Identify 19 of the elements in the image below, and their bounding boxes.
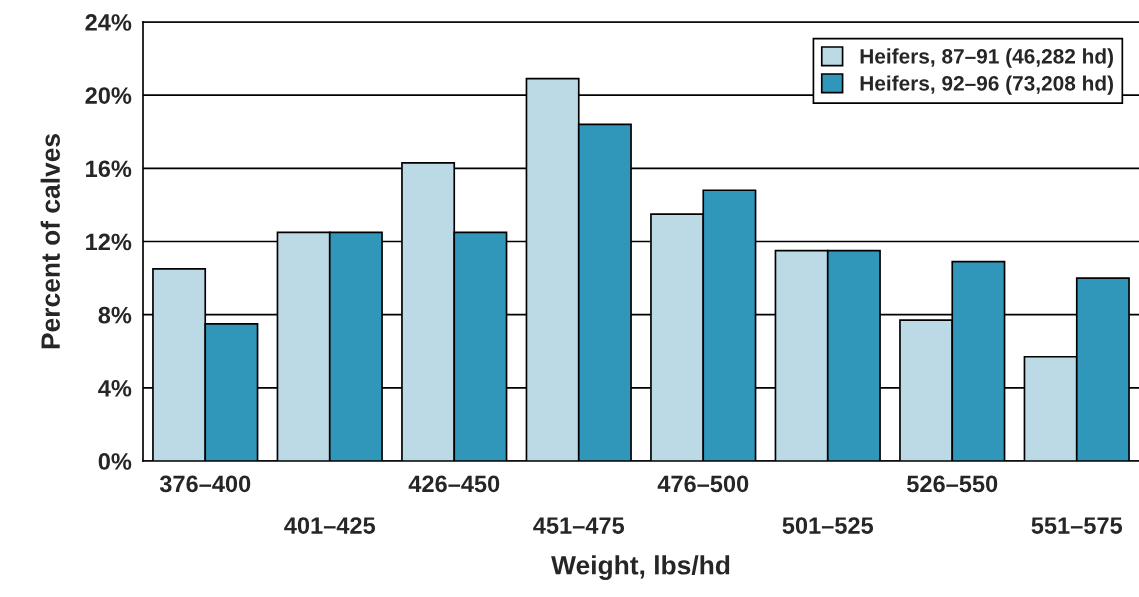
y-tick-label: 24% xyxy=(85,14,132,31)
y-axis-title: Percent of calves xyxy=(40,134,60,349)
x-tick-label: 401–425 xyxy=(284,517,376,534)
legend-label: Heifers, 92–96 (73,208 hd) xyxy=(860,75,1113,95)
x-tick-label: 376–400 xyxy=(159,475,251,493)
x-axis-title: Weight, lbs/hd xyxy=(551,555,730,580)
x-tick-label: 476–500 xyxy=(657,475,749,493)
x-tick-label: 501–525 xyxy=(782,517,874,534)
legend-label: Heifers, 87–91 (46,282 hd) xyxy=(860,48,1113,68)
y-tick-label: 4% xyxy=(98,379,132,397)
x-tick-label: 451–475 xyxy=(533,517,625,534)
y-tick-label: 8% xyxy=(98,306,132,324)
y-tick-label: 12% xyxy=(86,233,132,251)
x-tick-label: 426–450 xyxy=(408,475,500,493)
x-tick-label: 526–550 xyxy=(907,475,998,493)
y-tick-label: 20% xyxy=(85,87,132,104)
y-tick-label: 16% xyxy=(86,160,132,178)
x-tick-label: 551–575 xyxy=(1031,517,1123,534)
y-tick-label: 0% xyxy=(98,453,132,470)
